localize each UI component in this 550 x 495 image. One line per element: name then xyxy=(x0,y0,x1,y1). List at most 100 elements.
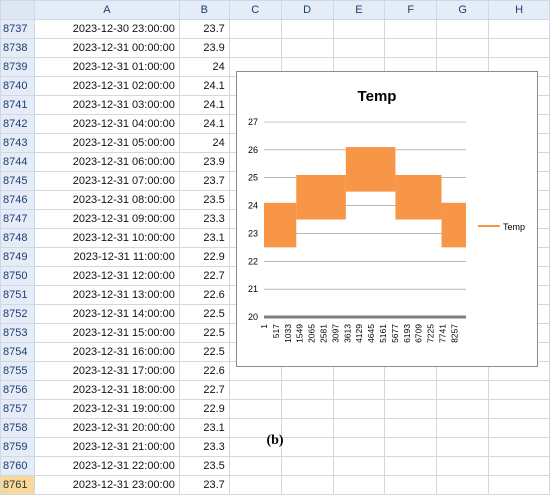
chart[interactable]: Temp 20 21 22 23 24 25 26 27 1 517 1033 1549 2065 25… xyxy=(236,71,538,367)
column-header-d[interactable]: D xyxy=(280,0,334,20)
cell-datetime[interactable]: 2023-12-31 07:00:00 xyxy=(33,171,180,191)
row-header[interactable]: 8744 xyxy=(0,152,35,172)
empty-cell[interactable] xyxy=(228,475,282,495)
row-header[interactable]: 8743 xyxy=(0,133,35,153)
cell-datetime[interactable]: 2023-12-31 22:00:00 xyxy=(33,456,180,476)
cell-datetime[interactable]: 2023-12-31 09:00:00 xyxy=(33,209,180,229)
row-header[interactable]: 8754 xyxy=(0,342,35,362)
cell-temp[interactable]: 23.9 xyxy=(178,38,230,58)
empty-cell[interactable] xyxy=(384,38,438,58)
empty-cell[interactable] xyxy=(332,399,386,419)
empty-cell[interactable] xyxy=(436,475,490,495)
cell-datetime[interactable]: 2023-12-31 04:00:00 xyxy=(33,114,180,134)
cell-temp[interactable]: 22.6 xyxy=(178,361,230,381)
empty-cell[interactable] xyxy=(488,380,550,400)
cell-temp[interactable]: 23.5 xyxy=(178,190,230,210)
column-header-e[interactable]: E xyxy=(332,0,386,20)
cell-datetime[interactable]: 2023-12-31 13:00:00 xyxy=(33,285,180,305)
cell-temp[interactable]: 23.3 xyxy=(178,437,230,457)
cell-temp[interactable]: 23.7 xyxy=(178,475,230,495)
empty-cell[interactable] xyxy=(228,380,282,400)
empty-cell[interactable] xyxy=(384,456,438,476)
row-header[interactable]: 8755 xyxy=(0,361,35,381)
row-header[interactable]: 8741 xyxy=(0,95,35,115)
empty-cell[interactable] xyxy=(436,380,490,400)
cell-temp[interactable]: 22.7 xyxy=(178,266,230,286)
empty-cell[interactable] xyxy=(228,456,282,476)
empty-cell[interactable] xyxy=(488,456,550,476)
cell-datetime[interactable]: 2023-12-31 17:00:00 xyxy=(33,361,180,381)
empty-cell[interactable] xyxy=(280,475,334,495)
empty-cell[interactable] xyxy=(436,38,490,58)
cell-datetime[interactable]: 2023-12-31 18:00:00 xyxy=(33,380,180,400)
row-header[interactable]: 8737 xyxy=(0,19,35,39)
column-header-b[interactable]: B xyxy=(178,0,230,20)
empty-cell[interactable] xyxy=(280,456,334,476)
empty-cell[interactable] xyxy=(488,475,550,495)
empty-cell[interactable] xyxy=(228,19,282,39)
cell-datetime[interactable]: 2023-12-31 19:00:00 xyxy=(33,399,180,419)
empty-cell[interactable] xyxy=(280,19,334,39)
cell-temp[interactable]: 23.3 xyxy=(178,209,230,229)
row-header[interactable]: 8745 xyxy=(0,171,35,191)
empty-cell[interactable] xyxy=(436,399,490,419)
cell-temp[interactable]: 24 xyxy=(178,133,230,153)
cell-temp[interactable]: 23.9 xyxy=(178,152,230,172)
cell-datetime[interactable]: 2023-12-31 23:00:00 xyxy=(33,475,180,495)
cell-datetime[interactable]: 2023-12-31 03:00:00 xyxy=(33,95,180,115)
cell-datetime[interactable]: 2023-12-31 08:00:00 xyxy=(33,190,180,210)
cell-temp[interactable]: 24 xyxy=(178,57,230,77)
empty-cell[interactable] xyxy=(332,380,386,400)
cell-datetime[interactable]: 2023-12-31 05:00:00 xyxy=(33,133,180,153)
cell-datetime[interactable]: 2023-12-31 12:00:00 xyxy=(33,266,180,286)
cell-temp[interactable]: 22.9 xyxy=(178,247,230,267)
cell-datetime[interactable]: 2023-12-31 15:00:00 xyxy=(33,323,180,343)
row-header[interactable]: 8749 xyxy=(0,247,35,267)
cell-datetime[interactable]: 2023-12-31 20:00:00 xyxy=(33,418,180,438)
cell-datetime[interactable]: 2023-12-31 00:00:00 xyxy=(33,38,180,58)
empty-cell[interactable] xyxy=(384,475,438,495)
empty-cell[interactable] xyxy=(280,399,334,419)
empty-cell[interactable] xyxy=(280,38,334,58)
cell-temp[interactable]: 23.7 xyxy=(178,171,230,191)
empty-cell[interactable] xyxy=(384,380,438,400)
empty-cell[interactable] xyxy=(228,399,282,419)
cell-temp[interactable]: 23.7 xyxy=(178,19,230,39)
column-header-h[interactable]: H xyxy=(488,0,550,20)
cell-temp[interactable]: 22.9 xyxy=(178,399,230,419)
cell-datetime[interactable]: 2023-12-31 16:00:00 xyxy=(33,342,180,362)
row-header[interactable]: 8750 xyxy=(0,266,35,286)
row-header[interactable]: 8751 xyxy=(0,285,35,305)
row-header[interactable]: 8748 xyxy=(0,228,35,248)
cell-datetime[interactable]: 2023-12-31 02:00:00 xyxy=(33,76,180,96)
empty-cell[interactable] xyxy=(332,19,386,39)
empty-cell[interactable] xyxy=(384,399,438,419)
empty-cell[interactable] xyxy=(436,19,490,39)
cell-temp[interactable]: 24.1 xyxy=(178,95,230,115)
cell-datetime[interactable]: 2023-12-31 11:00:00 xyxy=(33,247,180,267)
cell-temp[interactable]: 24.1 xyxy=(178,76,230,96)
column-header-a[interactable]: A xyxy=(33,0,180,20)
empty-cell[interactable] xyxy=(488,399,550,419)
row-header[interactable]: 8760 xyxy=(0,456,35,476)
empty-cell[interactable] xyxy=(280,380,334,400)
row-header[interactable]: 8752 xyxy=(0,304,35,324)
cell-temp[interactable]: 22.5 xyxy=(178,323,230,343)
empty-cell[interactable] xyxy=(228,38,282,58)
row-header[interactable]: 8758 xyxy=(0,418,35,438)
row-header[interactable]: 8756 xyxy=(0,380,35,400)
cell-datetime[interactable]: 2023-12-31 06:00:00 xyxy=(33,152,180,172)
row-header[interactable]: 8759 xyxy=(0,437,35,457)
row-header[interactable]: 8753 xyxy=(0,323,35,343)
row-header[interactable]: 8747 xyxy=(0,209,35,229)
row-header[interactable]: 8738 xyxy=(0,38,35,58)
column-header-c[interactable]: C xyxy=(228,0,282,20)
cell-datetime[interactable]: 2023-12-31 14:00:00 xyxy=(33,304,180,324)
cell-datetime[interactable]: 2023-12-31 01:00:00 xyxy=(33,57,180,77)
empty-cell[interactable] xyxy=(332,456,386,476)
empty-cell[interactable] xyxy=(488,38,550,58)
cell-temp[interactable]: 22.5 xyxy=(178,304,230,324)
column-header-f[interactable]: F xyxy=(384,0,438,20)
empty-cell[interactable] xyxy=(384,19,438,39)
row-header[interactable]: 8761 xyxy=(0,475,35,495)
